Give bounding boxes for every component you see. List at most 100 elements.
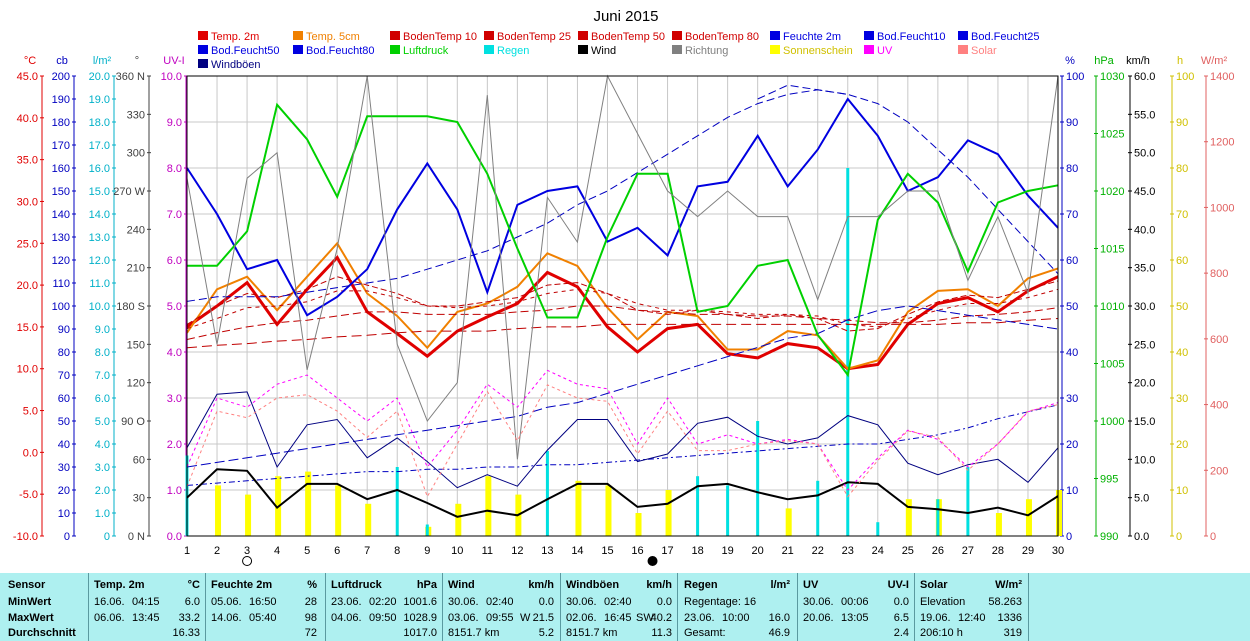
legend-label-richtung: Richtung [685,45,728,57]
x-tick-label: 19 [721,545,733,557]
axis-tick-label: 70 [1176,209,1188,221]
bar-sonnenschein [335,485,342,536]
stats-temp-min-time: 04:15 [132,596,160,608]
legend-swatch-bod-feucht50 [198,45,208,54]
axis-tick-label: 130 [52,232,70,244]
legend-swatch-feuchte-2m [770,31,780,40]
x-tick-label: 23 [842,545,854,557]
axes: °C 45.0 40.0 35.0 30.0 25.0 20.0 15.0 10.0 5.0 0.0… [13,55,1235,543]
stats-feuchte-max-val: 98 [304,612,317,624]
axis-tick-label: 55.0 [1134,109,1155,121]
stats-wind: Wind km/h 30.06. 02:40 0.0 03.06. 09:55 … [448,573,558,641]
stats-uv-min-val: 0.0 [893,596,909,608]
stats-regen-unit: l/m² [770,579,790,591]
stats-temp: Temp. 2m °C 16.06. 04:15 6.0 06.06. 13:4… [94,573,204,641]
stats-wind-avg: 5.2 [538,627,554,639]
legend-swatch-sonnenschein [770,45,780,54]
series-line-solar [186,384,1059,498]
axis-tick-label: 5.0 [167,301,182,313]
stats-separator [914,573,915,641]
axis-tick-label: 90 [58,324,70,336]
bar-sonnenschein [1025,499,1032,536]
stats-solar-min-val: 58.263 [988,596,1022,608]
x-tick-label: 12 [511,545,523,557]
legend-label-bodentemp-50: BodenTemp 50 [591,31,665,43]
series-line-temp-5cm [186,241,1059,370]
axis-tick-label: 70 [58,370,70,382]
axis-tick-label: 1200 [1210,137,1234,149]
stats-uv-min-time: 00:06 [841,596,869,608]
legend-label-bodentemp-10: BodenTemp 10 [403,31,477,43]
axis-tick-label: 0.0 [23,447,38,459]
bar-regen [425,524,429,536]
axis-tick-label: 10.0 [1134,454,1155,466]
axis-tick-label: 50 [1066,301,1078,313]
stats-header-sensor: Sensor [8,579,46,591]
x-tick-label: 20 [752,545,764,557]
stats-separator [797,573,798,641]
axis-tick-label: 1025 [1100,129,1124,141]
stats-regen-title: Regen [684,579,718,591]
series-line-bod-feucht80 [186,305,1059,468]
legend-label-temp-5cm: Temp. 5cm [306,31,360,43]
bar-sonnenschein [665,490,672,536]
axis-unit-: % [1065,55,1075,67]
axis-tick-label: 210 [127,263,145,275]
legend-swatch-bod-feucht80 [293,45,303,54]
bar-regen [395,467,399,536]
axis-tick-label: 10.0 [161,71,182,83]
x-tick-label: 15 [601,545,613,557]
stats-solar-max-time: 12:40 [958,612,986,624]
axis-tick-label: 190 [52,94,70,106]
axis-tick-label: 160 [52,163,70,175]
stats-luftdruck-min-date: 23.06. [331,596,362,608]
axis-tick-label: 80 [1176,163,1188,175]
stats-uv-max-time: 13:05 [841,612,869,624]
bar-sonnenschein [365,503,372,536]
axis-tick-label: 30.0 [17,196,38,208]
legend-swatch-bod-feucht25 [958,31,968,40]
stats-solar-max-date: 19.06. [920,612,951,624]
legend-swatch-temp-2m [198,31,208,40]
chart-title: Juni 2015 [593,8,658,25]
legend-label-luftdruck: Luftdruck [403,45,449,57]
stats-luftdruck-max-time: 09:50 [369,612,397,624]
axis-tick-label: 200 [1210,465,1228,477]
axis-tick-label: 120 [52,255,70,267]
stats-regen-max-date: 23.06. [684,612,715,624]
legend-label-bod-feucht50: Bod.Feucht50 [211,45,280,57]
stats-wind-max-val: 21.5 [532,612,554,624]
axis-tick-label: 60 [1066,255,1078,267]
axis-tick-label: 40 [1176,347,1188,359]
axis-tick-label: 995 [1100,474,1118,486]
axis-tick-label: 1010 [1100,301,1124,313]
legend-swatch-bod-feucht10 [864,31,874,40]
series-line-temp-2m [186,254,1059,371]
axis-tick-label: 5.0 [95,416,110,428]
stats-feuchte-min-time: 16:50 [249,596,277,608]
axis-tick-label: 7.0 [167,209,182,221]
axis-tick-label: 2.0 [167,439,182,451]
x-tick-label: 1 [184,545,190,557]
bar-regen [756,421,760,536]
x-axis: 1 2 3 4 5 6 7 8 9 10 11 12 13 14 15 16 17 18 19 20 21 22 23 24 2… [184,545,1064,566]
axis-tick-label: 0 [1210,531,1216,543]
bar-sonnenschein [635,513,642,536]
legend-swatch-windb-en [198,59,208,68]
legend-label-bodentemp-25: BodenTemp 25 [497,31,571,43]
legend-label-bod-feucht10: Bod.Feucht10 [877,31,946,43]
stats-uv-min-date: 30.06. [803,596,834,608]
bar-regen [696,476,700,536]
stats-luftdruck-max-val: 1028.9 [403,612,437,624]
axis-tick-label: 270 W [113,186,145,198]
axis-tick-label: 800 [1210,268,1228,280]
series-line-bodentemp-50 [186,305,1059,340]
stats-uv-title: UV [803,579,819,591]
stats-separator [1028,573,1029,641]
axis-tick-label: 2.0 [95,485,110,497]
x-tick-label: 28 [992,545,1004,557]
legend-label-wind: Wind [591,45,616,57]
stats-temp-unit: °C [187,579,200,591]
axis-tick-label: 9.0 [167,117,182,129]
axis-tick-label: 200 [52,71,70,83]
